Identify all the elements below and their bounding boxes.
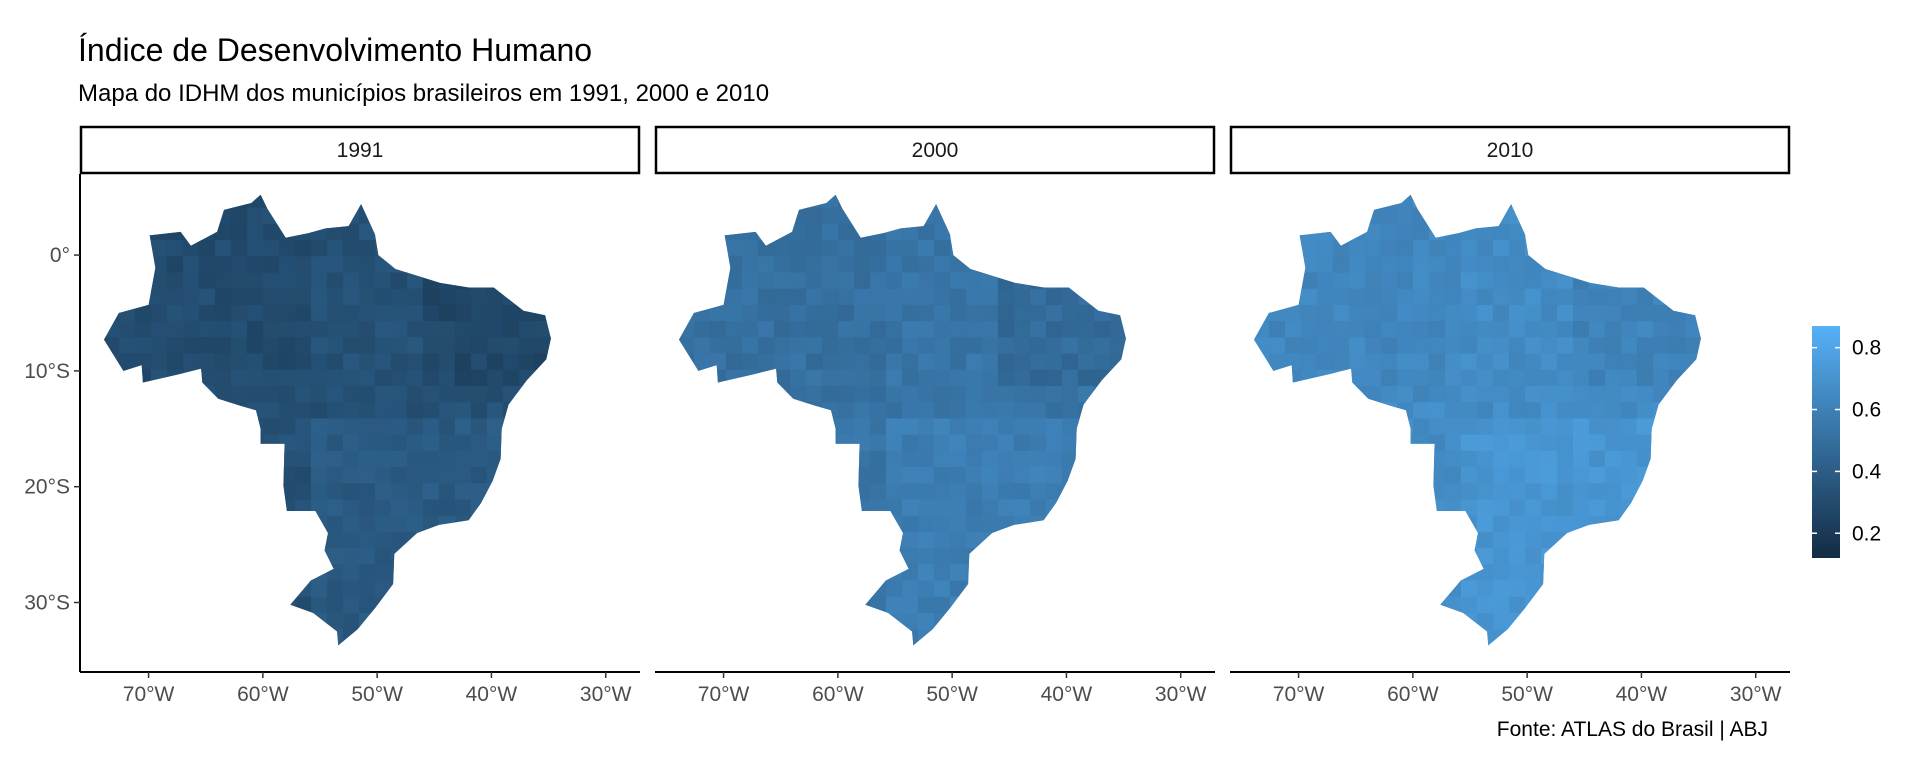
- x-tick-label: 70°W: [1273, 683, 1325, 706]
- legend-colorbar: [1812, 326, 1840, 558]
- x-tick-label: 40°W: [1041, 683, 1093, 706]
- chart-title: Índice de Desenvolvimento Humano: [78, 32, 592, 68]
- y-tick-label: 10°S: [24, 360, 70, 383]
- map-panel-2000: 2000 70°W 60°W 50°W 40°W 30°W: [654, 125, 1216, 706]
- x-tick-label: 60°W: [1387, 683, 1439, 706]
- color-legend: 0.8 0.6 0.4 0.2: [1812, 326, 1882, 558]
- chart-subtitle: Mapa do IDHM dos municípios brasileiros …: [78, 80, 769, 107]
- legend-label: 0.4: [1852, 460, 1882, 483]
- facet-strip: [79, 125, 641, 175]
- municipality-texture: [679, 194, 1126, 646]
- chart-caption: Fonte: ATLAS do Brasil | ABJ: [1497, 718, 1768, 741]
- x-tick-label: 30°W: [1730, 683, 1782, 706]
- legend-label: 0.8: [1852, 337, 1881, 360]
- facet-strip: [654, 125, 1216, 175]
- x-tick-label: 70°W: [698, 683, 750, 706]
- x-tick-label: 50°W: [1501, 683, 1553, 706]
- municipality-texture: [104, 194, 551, 646]
- y-tick-label: 30°S: [24, 592, 70, 615]
- x-tick-label: 60°W: [812, 683, 864, 706]
- x-tick-label: 60°W: [237, 683, 289, 706]
- x-tick-label: 30°W: [580, 683, 632, 706]
- municipality-texture: [1254, 194, 1701, 646]
- y-tick-label: 20°S: [24, 476, 70, 499]
- y-tick-label: 0°: [50, 244, 70, 267]
- map-panel-1991: 1991 0° 10°S 20°S 30°S 70°W 60°W 50°W 40°W 30°W: [24, 125, 641, 706]
- x-tick-label: 30°W: [1155, 683, 1207, 706]
- legend-label: 0.2: [1852, 522, 1881, 545]
- facet-label: 2000: [912, 139, 959, 162]
- map-panel-2010: 2010 70°W 60°W 50°W 40°W 30°W: [1229, 125, 1791, 706]
- x-tick-label: 40°W: [1616, 683, 1668, 706]
- legend-label: 0.6: [1852, 399, 1881, 422]
- facet-label: 2010: [1487, 139, 1534, 162]
- x-tick-label: 40°W: [466, 683, 518, 706]
- x-tick-label: 70°W: [123, 683, 175, 706]
- x-tick-label: 50°W: [351, 683, 403, 706]
- facet-strip: [1229, 125, 1791, 175]
- x-tick-label: 50°W: [926, 683, 978, 706]
- facet-label: 1991: [337, 139, 384, 162]
